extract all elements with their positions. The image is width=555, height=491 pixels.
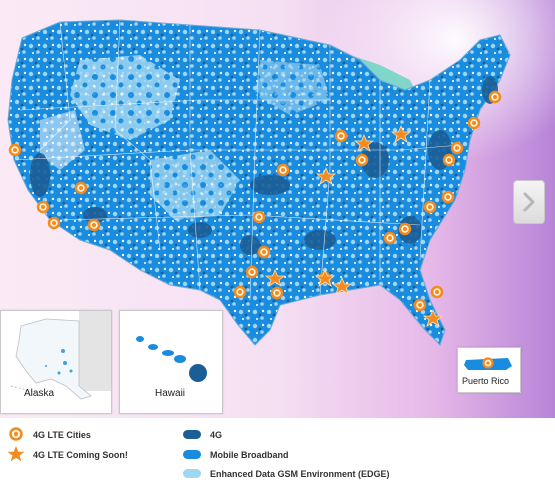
hawaii-label: Hawaii	[155, 388, 186, 399]
alaska-map	[10, 311, 111, 400]
legend-mobile-broadband: Mobile Broadband	[210, 450, 289, 460]
swatch-4g	[183, 430, 201, 439]
legend-4g: 4G	[210, 430, 223, 440]
puerto-rico-map	[464, 357, 512, 370]
lte-soon-markers	[264, 124, 444, 327]
soon-star-icon	[331, 276, 353, 295]
soon-star-icon	[390, 124, 412, 143]
hawaii-inset[interactable]: Hawaii	[119, 310, 223, 414]
soon-star-icon	[315, 166, 337, 185]
alaska-inset[interactable]: Alaska	[0, 310, 112, 414]
puerto-rico-inset[interactable]: Puerto Rico	[457, 347, 521, 393]
chevron-right-icon	[523, 192, 535, 212]
soon-star-icon	[422, 308, 444, 327]
soon-star-icon	[264, 268, 286, 287]
soon-star-icon	[314, 268, 336, 287]
orange-ring-marker-icon	[9, 427, 23, 441]
legend-lte-soon: 4G LTE Coming Soon!	[33, 450, 128, 460]
lte-city-markers	[8, 90, 502, 312]
hawaii-map	[136, 336, 207, 382]
swatch-mobile-broadband	[183, 450, 201, 459]
next-slide-button[interactable]	[513, 180, 545, 224]
legend-lte-cities: 4G LTE Cities	[33, 430, 91, 440]
legend-edge: Enhanced Data GSM Environment (EDGE)	[210, 469, 390, 479]
soon-star-icon	[353, 133, 375, 152]
orange-star-icon	[7, 446, 25, 462]
swatch-edge	[183, 469, 201, 478]
puerto-rico-label: Puerto Rico	[462, 376, 510, 386]
map-legend: 4G LTE Cities 4G LTE Coming Soon! 4G Mob…	[0, 418, 555, 491]
alaska-label: Alaska	[24, 388, 55, 399]
